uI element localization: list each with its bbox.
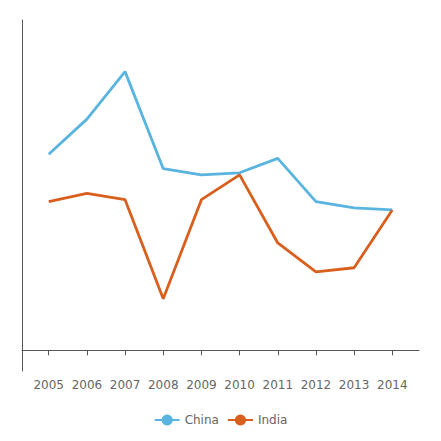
svg-text:2006: 2006 (72, 378, 103, 392)
svg-text:2005: 2005 (33, 378, 64, 392)
svg-text:2014: 2014 (377, 378, 408, 392)
svg-text:India: India (258, 413, 287, 427)
svg-text:2009: 2009 (186, 378, 217, 392)
svg-text:2012: 2012 (301, 378, 332, 392)
svg-text:China: China (185, 413, 219, 427)
svg-text:2008: 2008 (148, 378, 179, 392)
svg-text:2007: 2007 (110, 378, 141, 392)
svg-text:2011: 2011 (262, 378, 293, 392)
svg-text:2013: 2013 (339, 378, 370, 392)
svg-text:2010: 2010 (224, 378, 255, 392)
